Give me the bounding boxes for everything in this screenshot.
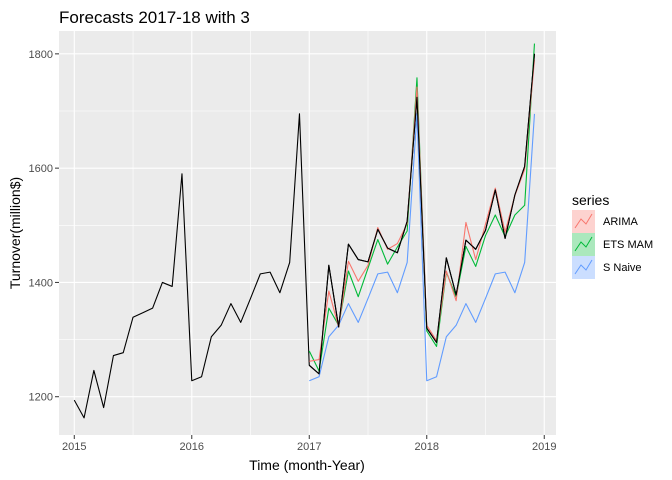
plot-panel <box>59 31 556 435</box>
y-axis-label: Turnover(million$) <box>7 177 23 289</box>
legend-label: ETS MAM <box>603 239 653 251</box>
legend-key-line <box>574 236 593 252</box>
x-tick-label: 2016 <box>180 441 204 453</box>
x-axis: 2015 2016 2017 2018 2019 <box>62 435 556 453</box>
major-gridlines <box>59 31 556 435</box>
legend-title: series <box>572 192 609 208</box>
legend-key-line <box>574 259 593 275</box>
y-tick-label: 1800 <box>29 49 53 61</box>
legend-item-ets-mam: ETS MAM <box>572 233 653 256</box>
series-lines <box>73 43 536 419</box>
forecast-line-s-naive <box>309 113 536 382</box>
legend-label: S Naive <box>603 262 642 274</box>
legend-item-s-naive: S Naive <box>572 256 642 279</box>
minor-gridlines <box>59 31 556 435</box>
x-tick-label: 2018 <box>415 441 439 453</box>
legend-item-arima: ARIMA <box>572 210 639 233</box>
history-line-overlay <box>308 53 536 375</box>
x-tick-label: 2015 <box>62 441 86 453</box>
y-tick-label: 1200 <box>29 392 53 404</box>
x-axis-label: Time (month-Year) <box>249 457 365 473</box>
y-tick-label: 1600 <box>29 163 53 175</box>
legend: series ARIMA ETS MAM S Naive <box>572 192 653 279</box>
legend-label: ARIMA <box>603 216 639 228</box>
x-tick-label: 2017 <box>297 441 321 453</box>
legend-key-line <box>574 213 593 229</box>
chart-title: Forecasts 2017-18 with 3 <box>59 8 250 27</box>
y-axis: 1200 1400 1600 1800 <box>29 49 59 404</box>
y-tick-label: 1400 <box>29 277 53 289</box>
x-tick-label: 2019 <box>532 441 556 453</box>
